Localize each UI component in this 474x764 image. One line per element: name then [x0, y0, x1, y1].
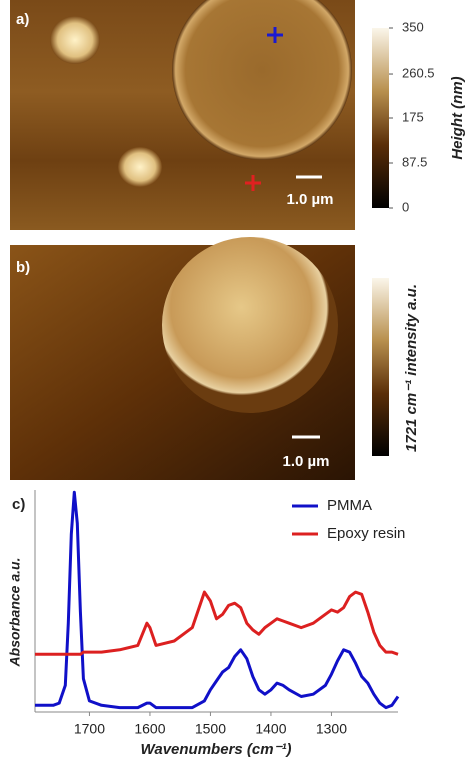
- colorbar-tick-label: 175: [402, 109, 424, 124]
- colorbar-label: 1721 cm⁻¹ intensity a.u.: [403, 284, 420, 452]
- domain: [162, 237, 338, 413]
- panel-c: c) Wavenumbers (cm⁻¹) Absorbance a.u.: [7, 490, 398, 758]
- y-axis-label: Absorbance a.u.: [7, 558, 23, 668]
- domain: [172, 0, 352, 160]
- colorbar-tick-label: 350: [402, 19, 424, 34]
- colorbar: [372, 28, 389, 208]
- particle: [118, 147, 162, 187]
- x-tick-label: 1600: [134, 721, 165, 737]
- particle: [50, 16, 100, 64]
- panel-a: a) 1.0 µm Height (nm): [10, 0, 466, 230]
- panel-b: b) 1.0 µm 1721 cm⁻¹ intensity a.u.: [10, 237, 420, 480]
- scale-label: 1.0 µm: [283, 453, 330, 470]
- colorbar-tick-label: 0: [402, 199, 409, 214]
- x-tick-label: 1400: [255, 721, 286, 737]
- x-tick-label: 1700: [74, 721, 105, 737]
- marker-red: [245, 175, 261, 191]
- colorbar-tick-label: 260.5: [402, 65, 435, 80]
- marker-blue: [267, 27, 283, 43]
- series-line: [35, 590, 399, 656]
- colorbar: [372, 278, 389, 456]
- legend-label: Epoxy resin: [327, 525, 405, 542]
- panel-label: a): [16, 11, 29, 28]
- colorbar-label: Height (nm): [449, 76, 466, 159]
- series-line: [35, 490, 400, 710]
- scale-label: 1.0 µm: [287, 191, 334, 208]
- x-tick-label: 1500: [195, 721, 226, 737]
- x-axis-label: Wavenumbers (cm⁻¹): [140, 741, 291, 758]
- panel-label: c): [12, 496, 25, 513]
- x-tick-label: 1300: [316, 721, 347, 737]
- legend-label: PMMA: [327, 497, 372, 514]
- colorbar-tick-label: 87.5: [402, 154, 427, 169]
- panel-label: b): [16, 259, 30, 276]
